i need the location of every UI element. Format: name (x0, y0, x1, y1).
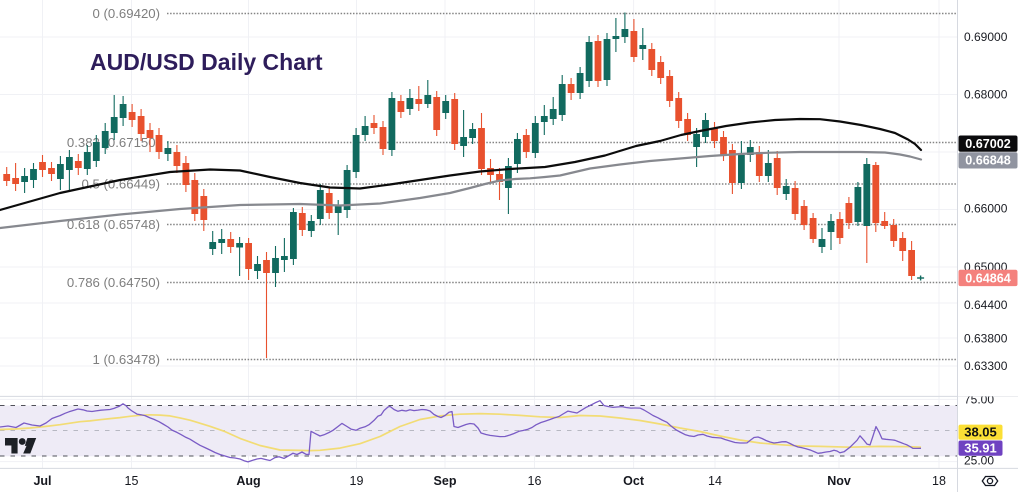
svg-text:25.00: 25.00 (964, 454, 994, 468)
svg-text:35.91: 35.91 (964, 441, 997, 456)
svg-text:16: 16 (528, 474, 542, 488)
svg-text:0.618 (0.65748): 0.618 (0.65748) (67, 217, 160, 232)
svg-text:0.382 (0.67150): 0.382 (0.67150) (67, 135, 160, 150)
svg-text:0.64864: 0.64864 (965, 271, 1011, 285)
svg-text:0.68000: 0.68000 (964, 88, 1008, 102)
svg-text:0.786 (0.64750): 0.786 (0.64750) (67, 275, 160, 290)
svg-text:Jul: Jul (33, 474, 51, 488)
svg-text:Oct: Oct (623, 474, 645, 488)
svg-text:38.05: 38.05 (964, 425, 997, 440)
svg-text:14: 14 (708, 474, 722, 488)
svg-text:Sep: Sep (434, 474, 457, 488)
svg-text:0.69000: 0.69000 (964, 30, 1008, 44)
svg-text:Nov: Nov (827, 474, 851, 488)
svg-text:0.66848: 0.66848 (965, 154, 1011, 168)
svg-text:0 (0.69420): 0 (0.69420) (93, 6, 160, 21)
svg-text:0.63800: 0.63800 (964, 332, 1008, 346)
svg-text:18: 18 (932, 474, 946, 488)
svg-text:AUD/USD Daily Chart: AUD/USD Daily Chart (90, 49, 323, 75)
svg-text:0.67002: 0.67002 (965, 137, 1011, 151)
svg-text:19: 19 (350, 474, 364, 488)
svg-text:Aug: Aug (236, 474, 260, 488)
svg-text:0.63300: 0.63300 (964, 359, 1008, 373)
svg-text:0.5 (0.66449): 0.5 (0.66449) (82, 177, 160, 192)
svg-text:0.66000: 0.66000 (964, 202, 1008, 216)
svg-text:0.64400: 0.64400 (964, 298, 1008, 312)
svg-text:15: 15 (125, 474, 139, 488)
svg-text:1 (0.63478): 1 (0.63478) (93, 352, 160, 367)
